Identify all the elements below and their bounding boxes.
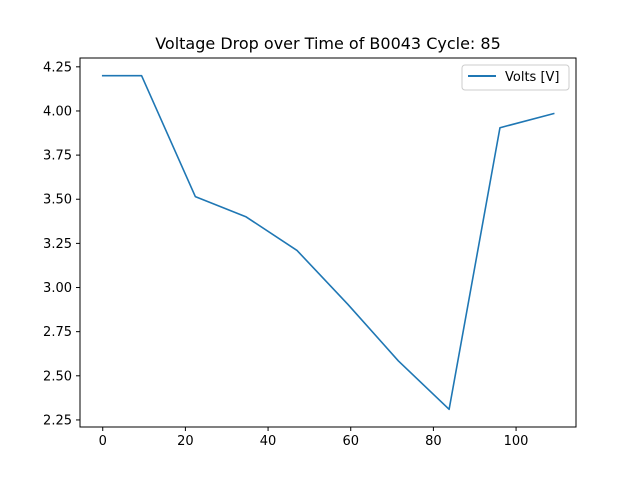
- x-tick-label: 100: [504, 434, 529, 449]
- plot-frame: [79, 57, 577, 428]
- y-tick-label: 3.75: [43, 149, 72, 164]
- y-tick-label: 3.50: [43, 193, 72, 208]
- legend-label-volts: Volts [V]: [505, 70, 560, 85]
- x-tick-label: 40: [260, 434, 277, 449]
- legend: Volts [V]: [461, 64, 570, 91]
- x-tick-label: 60: [342, 434, 359, 449]
- y-tick-label: 4.00: [43, 104, 72, 119]
- x-tick-label: 20: [177, 434, 194, 449]
- y-tick-label: 2.25: [43, 413, 72, 428]
- y-tick-label: 3.00: [43, 281, 72, 296]
- chart-title: Voltage Drop over Time of B0043 Cycle: 8…: [155, 34, 501, 53]
- x-tick-label: 80: [425, 434, 442, 449]
- series-layer: [101, 74, 555, 411]
- y-tick-label: 2.75: [43, 325, 72, 340]
- legend-box: [461, 64, 570, 91]
- x-axis-ticks: 0 20 40 60 80 100: [99, 427, 529, 449]
- y-tick-label: 2.50: [43, 369, 72, 384]
- x-tick-label: 0: [99, 434, 107, 449]
- series-line-volts: [101, 74, 555, 411]
- y-tick-label: 3.25: [43, 237, 72, 252]
- y-axis-ticks: 2.25 2.50 2.75 3.00 3.25 3.50 3.75 4.00 4.25: [43, 60, 80, 428]
- y-tick-label: 4.25: [43, 60, 72, 75]
